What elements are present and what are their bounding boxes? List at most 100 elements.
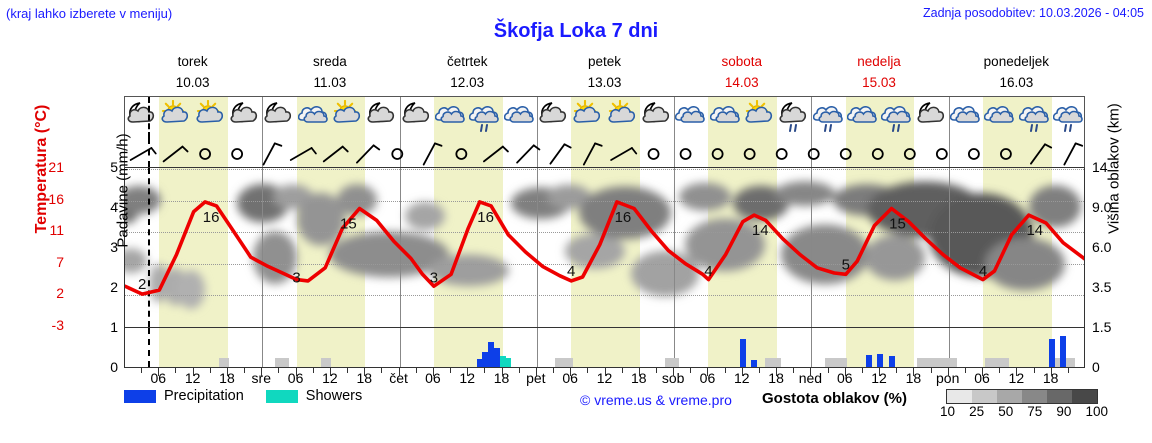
cloud-icon xyxy=(435,100,467,134)
x-axis-tick-159 xyxy=(1033,368,1035,373)
x-axis-tick-84 xyxy=(604,368,606,376)
daylight-band-6 xyxy=(983,138,1052,167)
cloud-density-scale xyxy=(946,389,1098,404)
day-separator-1 xyxy=(262,97,264,138)
temperature-label-max-7: 16 xyxy=(615,209,632,226)
cloud-height-tick-1: 9.0 xyxy=(1092,199,1112,215)
x-axis-label-7: čet xyxy=(389,370,408,386)
x-axis-tick-108 xyxy=(741,368,743,376)
x-axis-tick-147 xyxy=(964,368,966,373)
bar-swatch xyxy=(265,389,298,403)
ground-cloud-patch-7 xyxy=(917,358,957,367)
x-axis-tick-60 xyxy=(467,368,469,376)
daylight-band-2 xyxy=(433,138,503,167)
x-axis-tick-72 xyxy=(535,368,537,376)
day-date: 16.03 xyxy=(999,74,1034,90)
cloud-density-swatch-2 xyxy=(997,390,1022,403)
x-axis-tick-15 xyxy=(209,368,211,373)
x-axis-tick-42 xyxy=(364,368,366,376)
ground-cloud-patch-3 xyxy=(555,358,573,367)
x-axis-tick-69 xyxy=(518,368,520,373)
x-axis-tick-39 xyxy=(347,368,349,373)
ground-cloud-patch-4 xyxy=(665,358,679,367)
ground-cloud-patch-2 xyxy=(321,358,331,367)
cloud-height-tick-4: 1.5 xyxy=(1092,319,1112,335)
precipitation-bar-precipitation-9 xyxy=(877,353,884,367)
day-date: 14.03 xyxy=(724,74,759,90)
gridline-horizontal-4 xyxy=(125,295,1084,297)
temperature-label-min-8: 4 xyxy=(704,263,712,280)
cloud-density-swatch-1 xyxy=(972,390,997,403)
x-axis-tick-156 xyxy=(1016,368,1018,376)
cloud-height-tick-0: 14 xyxy=(1092,159,1108,175)
temperature-tick-2: 11 xyxy=(49,222,64,239)
x-axis-label-14: 18 xyxy=(631,370,647,386)
precipitation-bar-showers-4 xyxy=(499,356,506,367)
temperature-label-max-5: 16 xyxy=(477,209,494,226)
x-axis-tick-132 xyxy=(879,368,881,376)
cloud-icon xyxy=(984,100,1016,134)
precip-gridline-vertical-1 xyxy=(262,328,264,367)
x-axis-label-15: sob xyxy=(661,370,685,386)
gridline-vertical-1 xyxy=(262,168,264,327)
temperature-label-max-13: 14 xyxy=(1026,222,1043,239)
day-header-1: sreda 11.03 xyxy=(261,52,398,96)
x-axis-label-13: 12 xyxy=(596,370,613,386)
cloud-density-swatch-3 xyxy=(1022,390,1047,403)
x-axis-tick-24 xyxy=(261,368,263,376)
x-axis-label-0: 06 xyxy=(150,370,167,386)
page-title: Škofja Loka 7 dni xyxy=(493,20,659,42)
day-separator-2 xyxy=(399,97,401,138)
x-axis-tick-129 xyxy=(861,368,863,373)
credit-text[interactable]: © vreme.us & vreme.pro xyxy=(580,392,732,408)
x-axis-label-26: 18 xyxy=(1042,370,1059,386)
x-axis-tick-123 xyxy=(827,368,829,373)
sun-cloud-icon xyxy=(744,100,776,134)
day-separator-5 xyxy=(811,97,813,138)
ground-cloud-patch-0 xyxy=(219,358,229,367)
x-axis-label-16: 06 xyxy=(699,370,716,386)
x-axis-tick-21 xyxy=(244,368,246,373)
x-axis-tick-78 xyxy=(570,368,572,376)
day-separator-5 xyxy=(811,138,813,167)
precipitation-bar-precipitation-12 xyxy=(1060,336,1067,367)
x-axis-tick-9 xyxy=(175,368,177,373)
gridline-vertical-3 xyxy=(536,168,538,327)
x-axis-label-6: 18 xyxy=(356,370,373,386)
x-axis-label-9: 12 xyxy=(459,370,475,386)
bar-swatch xyxy=(124,389,156,403)
x-axis-tick-99 xyxy=(690,368,692,373)
x-axis-label-20: 06 xyxy=(836,370,853,386)
current-time-marker xyxy=(147,138,150,167)
x-axis-tick-3 xyxy=(141,368,143,373)
cloud-icon xyxy=(503,100,536,134)
cloud-icon xyxy=(846,100,879,134)
sun-cloud-icon xyxy=(332,100,364,134)
moon-cloud-icon xyxy=(538,100,570,134)
precipitation-chart xyxy=(124,328,1085,368)
x-axis-tick-6 xyxy=(158,368,160,376)
daylight-band-1 xyxy=(296,138,366,167)
daylight-band-5 xyxy=(845,138,915,167)
gridline-horizontal-0 xyxy=(125,169,1084,170)
temperature-line xyxy=(125,200,1084,296)
temperature-label-min-4: 3 xyxy=(430,270,438,287)
day-header-row: torek 10.03 sreda 11.03 četrtek 12.03 petek 13.… xyxy=(124,52,1085,96)
cloud-density-swatch-0 xyxy=(947,390,972,403)
moon-cloud-icon xyxy=(126,100,158,134)
moon-cloud-icon xyxy=(641,100,673,134)
moon-cloud-icon xyxy=(366,100,398,134)
day-name: sreda xyxy=(313,54,347,69)
cloud-height-tick-3: 3.5 xyxy=(1092,279,1112,295)
x-axis-tick-135 xyxy=(896,368,898,373)
day-name: torek xyxy=(177,54,208,69)
precipitation-axis-title: Padavine (mm/h) xyxy=(114,133,132,248)
cloud-density-tick-5: 100 xyxy=(1085,404,1108,419)
x-axis-tick-33 xyxy=(312,368,314,373)
precip-gridline-vertical-5 xyxy=(811,328,813,367)
x-axis-label-3: sre xyxy=(251,370,271,386)
temperature-tick-3: 7 xyxy=(56,253,64,270)
day-header-5: nedelja 15.03 xyxy=(810,52,947,96)
temperature-label-min-6: 4 xyxy=(567,263,575,280)
day-name: petek xyxy=(587,54,621,69)
